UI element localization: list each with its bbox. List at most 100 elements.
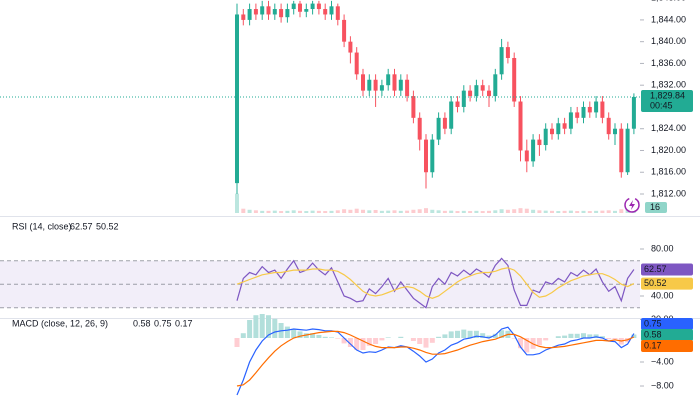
candle-body xyxy=(260,6,265,15)
histogram-bar xyxy=(480,333,486,339)
histogram-bar xyxy=(284,326,290,339)
volume-bar xyxy=(266,210,271,213)
volume-bar xyxy=(518,208,523,213)
candle-body xyxy=(474,85,479,97)
last-price-label: 1,829.84 xyxy=(650,90,685,100)
volume-label: 16 xyxy=(650,202,660,212)
candle-body xyxy=(562,123,567,129)
histogram-bar xyxy=(568,333,574,339)
volume-bar xyxy=(562,210,567,213)
candle-body xyxy=(613,128,617,135)
histogram-bar xyxy=(587,334,593,339)
candle-body xyxy=(342,19,347,42)
histogram-bar xyxy=(240,333,246,339)
countdown-label: 00:45 xyxy=(650,100,673,110)
candle-body xyxy=(581,106,586,118)
candle-body xyxy=(348,41,353,53)
volume-bar xyxy=(323,211,328,213)
volume-bar xyxy=(594,210,599,213)
value-badge-label: 50.52 xyxy=(644,278,667,288)
y-tick-label: 1,816.00 xyxy=(651,167,686,177)
histogram-bar xyxy=(347,338,353,348)
histogram-bar xyxy=(259,313,265,339)
histogram-bar xyxy=(329,337,334,339)
candle-body xyxy=(405,79,410,97)
volume-bar xyxy=(354,208,359,213)
candle-body xyxy=(587,106,592,113)
volume-bar xyxy=(430,209,435,213)
volume-bar xyxy=(285,210,290,213)
candle-body xyxy=(568,112,573,129)
candle-body xyxy=(461,90,466,107)
volume-bar xyxy=(386,210,391,213)
histogram-bar xyxy=(562,335,568,339)
volume-bar xyxy=(241,208,246,213)
histogram-bar xyxy=(272,318,278,339)
volume-bar xyxy=(568,210,573,213)
histogram-bar xyxy=(247,320,253,339)
candle-body xyxy=(354,52,359,75)
histogram-bar xyxy=(354,338,360,351)
candle-body xyxy=(575,112,580,118)
volume-bar xyxy=(417,209,422,213)
indicator-line xyxy=(236,326,635,396)
candle-body xyxy=(247,9,252,20)
candle-body xyxy=(411,96,416,118)
volume-bar xyxy=(505,209,510,213)
y-tick-label: 1,844.00 xyxy=(651,14,686,24)
y-tick-label: −8.00 xyxy=(651,380,674,390)
volume-bar xyxy=(587,211,592,213)
indicator-title: RSI (14, close) xyxy=(12,221,72,231)
volume-bar xyxy=(619,209,624,213)
volume-bar xyxy=(279,211,284,213)
histogram-bar xyxy=(360,338,366,351)
volume-bar xyxy=(468,211,473,213)
histogram-bar xyxy=(536,338,542,346)
replay-icon[interactable] xyxy=(624,197,640,213)
volume-bar xyxy=(537,210,542,213)
volume-bar xyxy=(480,211,485,213)
indicator-title: MACD (close, 12, 26, 9) xyxy=(12,318,108,328)
volume-bar xyxy=(235,193,239,213)
histogram-bar xyxy=(442,334,448,339)
volume-bar xyxy=(405,210,410,213)
histogram-bar xyxy=(398,336,404,339)
volume-bar xyxy=(449,210,454,213)
histogram-bar xyxy=(473,330,479,339)
histogram-bar xyxy=(291,329,297,339)
histogram-bar xyxy=(467,330,473,339)
value-badge-label: 0.75 xyxy=(644,318,662,328)
candle-body xyxy=(235,14,239,184)
volume-bar xyxy=(348,209,353,213)
candle-body xyxy=(241,14,246,20)
histogram-bar xyxy=(606,338,612,340)
volume-bar xyxy=(272,210,277,213)
value-badge xyxy=(641,329,693,341)
candle-body xyxy=(430,139,435,173)
candle-body xyxy=(398,79,403,91)
volume-bar xyxy=(304,211,309,213)
histogram-bar xyxy=(266,315,271,339)
candle-body xyxy=(285,9,290,18)
volume-bar xyxy=(361,209,365,213)
histogram-bar xyxy=(253,315,259,339)
y-tick-label: 1,824.00 xyxy=(651,123,686,133)
histogram-bar xyxy=(486,335,492,339)
candle-body xyxy=(335,6,340,20)
volume-bar xyxy=(411,209,416,213)
volume-bar xyxy=(298,210,302,213)
histogram-bar xyxy=(612,338,618,340)
volume-bar xyxy=(392,210,397,213)
candle-body xyxy=(468,90,473,97)
legend-value: 62.57 xyxy=(70,221,93,231)
y-tick-label: 40.00 xyxy=(651,290,674,300)
candle-body xyxy=(512,57,517,102)
histogram-bar xyxy=(322,336,328,339)
volume-bar xyxy=(335,210,340,213)
histogram-bar xyxy=(518,338,523,349)
candle-body xyxy=(379,85,384,91)
volume-bar xyxy=(253,210,258,213)
volume-bar xyxy=(575,211,580,213)
candle-body xyxy=(424,139,428,173)
y-tick-label: 1,840.00 xyxy=(651,36,686,46)
